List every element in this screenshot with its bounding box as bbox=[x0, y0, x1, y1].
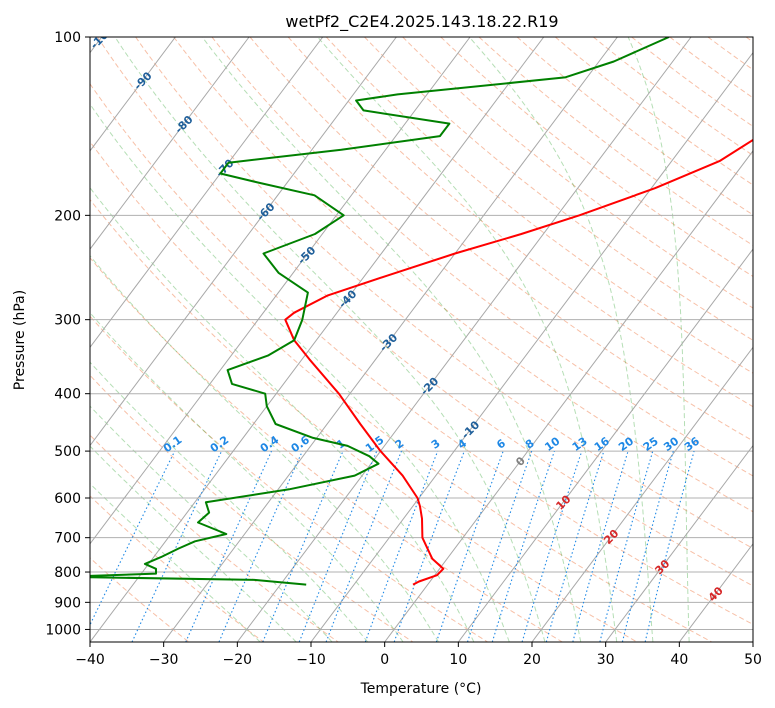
moist-adiabat bbox=[90, 482, 261, 642]
dry-adiabat bbox=[173, 37, 753, 513]
isotherm-gridline bbox=[752, 641, 753, 642]
moist-adiabat bbox=[468, 37, 654, 642]
dry-adiabat bbox=[90, 434, 339, 642]
mixing-ratio-line bbox=[393, 450, 465, 642]
background-lines bbox=[90, 37, 753, 642]
dry-adiabat bbox=[90, 257, 563, 642]
chart-title: wetPf2_C2E4.2025.143.18.22.R19 bbox=[285, 12, 558, 32]
moist-adiabat bbox=[90, 445, 297, 642]
x-tick-label: 50 bbox=[744, 652, 762, 668]
mixing-ratio-line bbox=[599, 450, 654, 642]
x-tick-label: −10 bbox=[296, 652, 326, 668]
moist-adiabat bbox=[90, 254, 439, 642]
mixing-ratio-line bbox=[521, 450, 583, 642]
y-tick-label: 1000 bbox=[45, 622, 81, 638]
y-axis: 100 200 300 400 500 600 700 800 900 1000 bbox=[45, 30, 90, 638]
y-tick-label: 200 bbox=[54, 208, 81, 224]
moist-adiabat bbox=[90, 186, 475, 642]
moist-adiabat bbox=[114, 37, 546, 642]
x-tick-label: 20 bbox=[523, 652, 541, 668]
y-tick-label: 500 bbox=[54, 444, 81, 460]
dry-adiabat bbox=[516, 37, 753, 216]
dry-adiabat bbox=[440, 37, 753, 278]
dry-adiabat bbox=[287, 37, 753, 408]
mixing-ratio-line bbox=[298, 450, 378, 642]
isotherm-gridline bbox=[384, 150, 753, 642]
y-tick-label: 100 bbox=[54, 30, 81, 46]
mixing-ratio-line bbox=[621, 450, 674, 642]
mixing-ratio-line bbox=[644, 450, 695, 642]
moist-adiabat bbox=[90, 311, 404, 642]
isotherm-gridline bbox=[531, 346, 753, 642]
isotherm-gridline bbox=[90, 37, 176, 152]
y-tick-label: 300 bbox=[54, 313, 81, 329]
mixing-ratio-line bbox=[185, 450, 273, 642]
y-tick-label: 600 bbox=[54, 491, 81, 507]
isotherm-gridline bbox=[310, 51, 753, 642]
dry-adiabat bbox=[90, 198, 638, 642]
dry-adiabat bbox=[90, 83, 753, 625]
mixing-ratio-line bbox=[545, 450, 605, 642]
x-tick-label: 40 bbox=[670, 652, 688, 668]
isotherm-gridline bbox=[605, 444, 753, 642]
mixing-ratio-line bbox=[325, 450, 403, 642]
y-tick-label: 700 bbox=[54, 531, 81, 547]
plot-frame bbox=[89, 36, 754, 643]
isotherm-gridline bbox=[163, 37, 618, 642]
dewpoint-profile-line bbox=[90, 37, 670, 586]
isotherm-gridline bbox=[90, 37, 397, 447]
dry-adiabat bbox=[90, 495, 264, 642]
isotherm-gridline bbox=[90, 37, 471, 545]
moist-adiabat bbox=[627, 37, 690, 642]
moist-adiabat bbox=[90, 361, 369, 642]
y-tick-label: 800 bbox=[54, 565, 81, 581]
dry-adiabat bbox=[249, 37, 753, 442]
mixing-ratio-line bbox=[90, 450, 176, 627]
mixing-ratio-line bbox=[572, 450, 629, 642]
x-tick-label: 10 bbox=[449, 652, 467, 668]
isotherm-gridline bbox=[90, 37, 545, 642]
y-axis-label: Pressure (hPa) bbox=[12, 290, 28, 390]
moist-adiabat bbox=[90, 103, 510, 642]
y-tick-label: 900 bbox=[54, 595, 81, 611]
x-tick-label: 0 bbox=[380, 652, 389, 668]
mixing-ratio-line bbox=[491, 450, 555, 642]
mixing-ratio-line bbox=[218, 450, 303, 642]
dry-adiabat bbox=[478, 37, 753, 246]
x-axis: −40 −30 −20 −10 0 10 20 30 40 50 bbox=[75, 642, 762, 668]
moist-adiabat bbox=[317, 37, 618, 642]
mixing-ratio-line bbox=[435, 450, 504, 642]
dry-adiabat bbox=[90, 141, 712, 642]
moist-adiabat bbox=[201, 37, 582, 642]
x-tick-label: −40 bbox=[75, 652, 105, 668]
isotherm-gridline bbox=[457, 248, 753, 642]
mixing-ratio-line bbox=[262, 450, 344, 642]
dry-adiabat bbox=[135, 37, 753, 550]
x-tick-label: 30 bbox=[597, 652, 615, 668]
dry-adiabat bbox=[96, 37, 753, 587]
x-tick-label: −20 bbox=[223, 652, 253, 668]
mixing-ratio-line bbox=[364, 450, 439, 642]
isotherm-gridline bbox=[236, 37, 692, 642]
dry-adiabat bbox=[554, 37, 753, 186]
y-tick-label: 400 bbox=[54, 387, 81, 403]
profile-series bbox=[90, 37, 753, 586]
dry-adiabat bbox=[325, 37, 753, 374]
moist-adiabat bbox=[90, 405, 333, 642]
dry-adiabat bbox=[364, 37, 753, 341]
x-tick-label: −30 bbox=[149, 652, 179, 668]
isotherm-gridline bbox=[90, 37, 324, 349]
isotherm-gridline bbox=[90, 37, 250, 250]
x-axis-label: Temperature (°C) bbox=[360, 681, 482, 697]
mixing-ratio-line bbox=[466, 450, 533, 642]
temperature-profile-line bbox=[284, 138, 753, 586]
